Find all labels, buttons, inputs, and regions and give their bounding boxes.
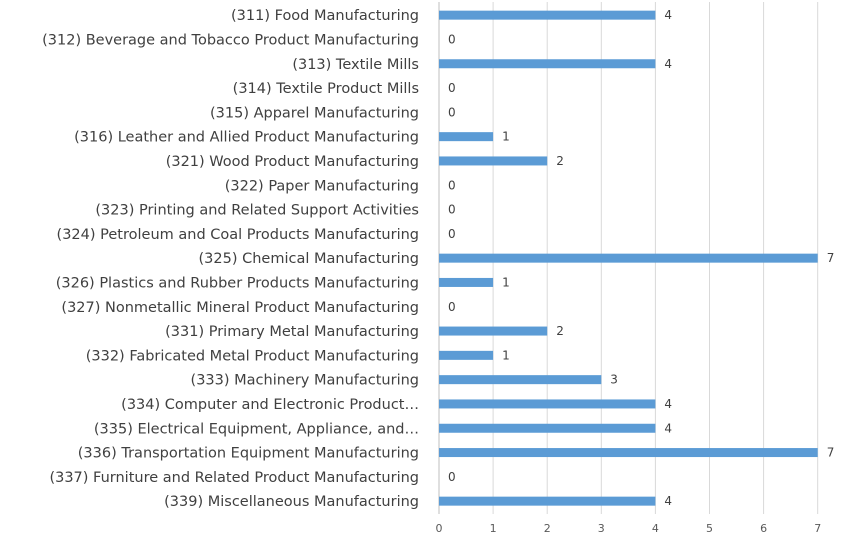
category-label: (337) Furniture and Related Product Manu… [49, 470, 419, 486]
category-label: (322) Paper Manufacturing [225, 178, 419, 194]
category-label: (316) Leather and Allied Product Manufac… [74, 130, 419, 146]
category-label: (324) Petroleum and Coal Products Manufa… [57, 227, 419, 243]
category-label: (315) Apparel Manufacturing [210, 105, 419, 121]
bar [439, 253, 818, 263]
x-axis-ticks: 0 1 2 3 4 5 6 7 [436, 522, 822, 535]
data-label: 0 [448, 178, 456, 192]
bar [439, 59, 656, 69]
category-label: (339) Miscellaneous Manufacturing [164, 494, 419, 510]
data-label: 3 [610, 373, 618, 387]
x-tick-label: 4 [652, 522, 659, 535]
category-label: (314) Textile Product Mills [233, 81, 419, 97]
data-label: 4 [664, 397, 672, 411]
category-label: (336) Transportation Equipment Manufactu… [78, 446, 419, 462]
data-label: 1 [502, 275, 510, 289]
category-label: (313) Textile Mills [292, 57, 419, 73]
bar [439, 132, 494, 142]
category-label: (331) Primary Metal Manufacturing [165, 324, 419, 340]
data-label: 7 [827, 446, 835, 460]
category-label: (333) Machinery Manufacturing [191, 373, 419, 389]
category-label: (335) Electrical Equipment, Appliance, a… [94, 421, 419, 437]
data-label: 0 [448, 470, 456, 484]
bar [439, 156, 548, 166]
bars [439, 10, 818, 506]
data-label: 0 [448, 203, 456, 217]
data-label: 2 [556, 324, 564, 338]
bar [439, 10, 656, 20]
bar [439, 496, 656, 506]
data-label: 4 [664, 8, 672, 22]
x-tick-label: 6 [760, 522, 767, 535]
x-tick-label: 0 [436, 522, 443, 535]
data-label: 0 [448, 81, 456, 95]
data-label: 0 [448, 227, 456, 241]
category-label: (312) Beverage and Tobacco Product Manuf… [42, 32, 419, 48]
category-label: (327) Nonmetallic Mineral Product Manufa… [61, 300, 419, 316]
data-label: 4 [664, 57, 672, 71]
x-tick-label: 2 [544, 522, 551, 535]
data-label: 1 [502, 348, 510, 362]
category-label: (332) Fabricated Metal Product Manufactu… [86, 348, 419, 364]
data-label: 0 [448, 300, 456, 314]
bar [439, 399, 656, 409]
bar [439, 277, 494, 287]
x-tick-label: 1 [490, 522, 497, 535]
bar [439, 423, 656, 433]
bar [439, 448, 818, 458]
data-label: 4 [664, 421, 672, 435]
category-labels: (311) Food Manufacturing (312) Beverage a… [42, 8, 419, 510]
category-label: (325) Chemical Manufacturing [199, 251, 419, 267]
x-tick-label: 7 [814, 522, 821, 535]
data-label: 0 [448, 32, 456, 46]
data-label: 2 [556, 154, 564, 168]
x-tick-label: 5 [706, 522, 713, 535]
category-label: (321) Wood Product Manufacturing [166, 154, 419, 170]
category-label: (326) Plastics and Rubber Products Manuf… [56, 275, 419, 291]
category-label: (323) Printing and Related Support Activ… [95, 203, 419, 219]
bar [439, 326, 548, 336]
data-label: 4 [664, 494, 672, 508]
x-tick-label: 3 [598, 522, 605, 535]
category-label: (334) Computer and Electronic Product… [121, 397, 419, 413]
data-label: 7 [827, 251, 835, 265]
data-labels: 4 0 4 0 0 1 2 0 0 0 7 1 0 2 1 3 4 4 7 0 4 [448, 8, 834, 508]
category-label: (311) Food Manufacturing [231, 8, 419, 24]
data-label: 1 [502, 130, 510, 144]
bar [439, 350, 494, 360]
data-label: 0 [448, 105, 456, 119]
bar [439, 375, 602, 385]
